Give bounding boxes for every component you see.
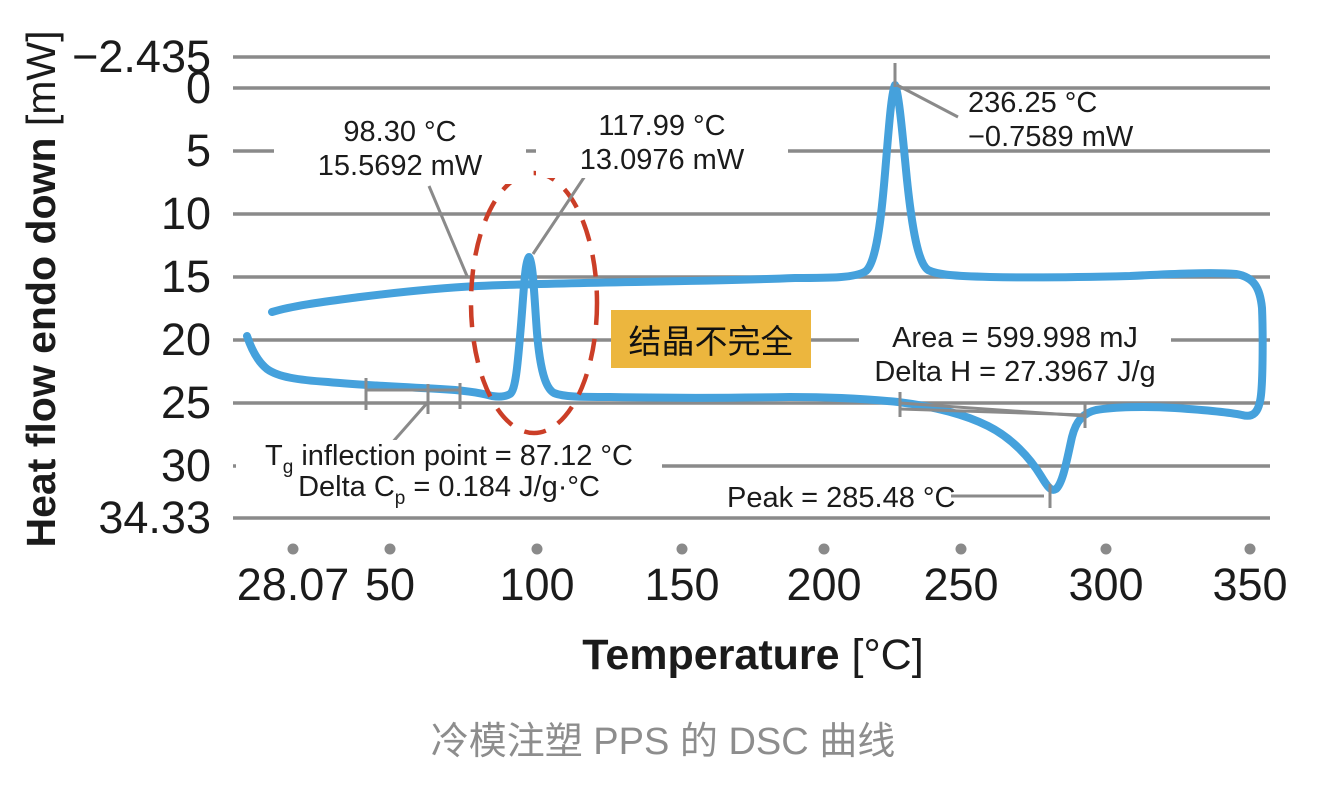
x-axis-title-text: Temperature	[582, 631, 852, 679]
annotation-line: Tg inflection point = 87.12 °C	[242, 440, 656, 478]
x-axis-units: [°C]	[851, 631, 924, 679]
cp-value: = 0.184 J/g·°C	[405, 471, 600, 503]
x-tick-label: 300	[1068, 559, 1144, 610]
x-tick-label: 250	[923, 559, 999, 610]
cp-subscript: p	[394, 488, 406, 509]
x-tick-label: 350	[1212, 559, 1288, 610]
dsc-curve	[243, 81, 1267, 494]
annotation-line: Delta Cp = 0.184 J/g·°C	[242, 471, 656, 509]
annotation-line: Peak = 285.48 °C	[727, 482, 956, 514]
annotation-markers	[364, 63, 1087, 508]
tg-leader	[389, 401, 430, 445]
annotation-line: Area = 599.998 mJ	[892, 322, 1138, 354]
cp-symbol: Delta C	[298, 471, 395, 503]
onset-leader	[427, 185, 469, 277]
annotation-line: Delta H = 27.3967 J/g	[874, 356, 1156, 388]
annotation-recryst-peak: 236.25 °C −0.7589 mW	[968, 86, 1133, 154]
y-tick-label: 34.33	[98, 492, 211, 543]
tg-subscript: g	[282, 457, 294, 478]
annotation-cold-cryst-peak: 117.99 °C 13.0976 mW	[536, 108, 788, 178]
highlight-label: 结晶不完全	[628, 323, 794, 360]
y-tick-label: 30	[160, 440, 211, 491]
y-tick-label: 15	[160, 251, 211, 302]
y-tick-label: 25	[160, 377, 211, 428]
y-tick-label: 20	[160, 314, 211, 365]
x-tick-label: 50	[364, 559, 416, 610]
y-tick-label: 10	[160, 188, 211, 239]
annotation-melt-peak: Peak = 285.48 °C	[727, 481, 955, 515]
x-axis-tick-dots	[287, 543, 1256, 555]
x-tick-label: 150	[644, 559, 720, 610]
cold-cryst-peak-leader	[531, 175, 587, 255]
tg-value: inflection point = 87.12 °C	[293, 440, 633, 472]
recryst-peak-leader	[896, 83, 959, 119]
y-tick-label: 0	[185, 62, 211, 113]
y-tick-label: −2.435	[72, 31, 211, 82]
annotation-glass-transition: Tg inflection point = 87.12 °C Delta Cp …	[236, 440, 662, 509]
annotation-melt-area: Area = 599.998 mJ Delta H = 27.3967 J/g	[859, 320, 1171, 390]
tg-symbol: T	[265, 440, 283, 472]
integration-baseline-lower	[899, 407, 1086, 417]
x-tick-label: 28.07	[236, 559, 350, 610]
x-axis-title: Temperature [°C]	[553, 631, 953, 680]
annotation-line: 13.0976 mW	[579, 144, 745, 176]
x-tick-label: 100	[499, 559, 575, 610]
annotation-line: 98.30 °C	[343, 116, 457, 148]
x-tick-label: 200	[786, 559, 862, 610]
incomplete-crystallization-ellipse	[468, 170, 600, 436]
incomplete-crystallization-highlight: 结晶不完全	[611, 310, 811, 368]
figure-caption: 冷模注塑 PPS 的 DSC 曲线	[430, 721, 896, 763]
annotation-line: 15.5692 mW	[317, 150, 483, 182]
annotation-line: −0.7589 mW	[968, 121, 1134, 153]
annotation-line: 236.25 °C	[968, 87, 1098, 119]
annotation-line: 117.99 °C	[598, 110, 726, 142]
annotation-cold-cryst-onset: 98.30 °C 15.5692 mW	[274, 114, 526, 184]
y-tick-label: 5	[185, 125, 211, 176]
